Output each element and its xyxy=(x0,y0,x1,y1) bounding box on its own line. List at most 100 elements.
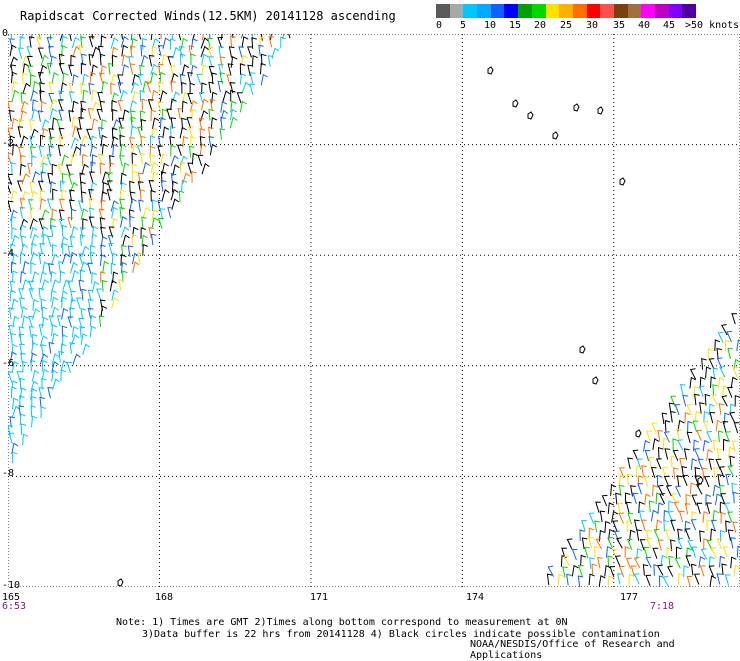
wind-barb xyxy=(37,180,44,192)
wind-barb xyxy=(150,233,157,246)
wind-barb xyxy=(69,189,75,201)
wind-barb xyxy=(696,429,702,441)
wind-barb xyxy=(28,280,35,292)
wind-barb xyxy=(40,54,49,67)
wind-barb xyxy=(30,262,36,274)
wind-barb xyxy=(159,90,168,102)
wind-barb xyxy=(178,190,185,203)
wind-barb xyxy=(708,565,715,577)
wind-barb xyxy=(140,135,146,148)
wind-barb xyxy=(730,376,738,389)
wind-barb xyxy=(128,55,134,68)
wind-barb xyxy=(707,348,714,360)
wind-barb xyxy=(98,72,105,84)
wind-barb xyxy=(651,422,658,434)
wind-barb xyxy=(51,279,60,291)
wind-barb xyxy=(208,108,215,121)
wind-barb xyxy=(59,135,65,148)
wind-barb xyxy=(58,109,64,121)
wind-barb xyxy=(644,475,650,488)
wind-barb xyxy=(150,71,158,84)
wind-barb xyxy=(732,367,739,379)
wind-barb xyxy=(693,448,700,460)
wind-barb xyxy=(170,72,179,85)
wind-barb xyxy=(8,371,14,383)
wind-barb xyxy=(588,537,594,549)
wind-barb xyxy=(581,537,588,549)
wind-barb xyxy=(733,358,740,371)
wind-barb xyxy=(122,162,130,174)
wind-barb xyxy=(230,89,236,102)
wind-barb xyxy=(716,357,723,369)
map-title: Rapidscat Corrected Winds(12.5KM) 201411… xyxy=(20,9,396,23)
wind-barb xyxy=(31,333,38,346)
wind-barb xyxy=(169,136,175,148)
wind-barb xyxy=(98,208,105,220)
island xyxy=(635,429,642,438)
wind-barb xyxy=(29,73,36,86)
wind-barb xyxy=(157,101,164,113)
wind-barb xyxy=(724,339,731,352)
legend-label: 10 xyxy=(484,20,497,31)
wind-barb xyxy=(636,529,642,541)
wind-barb xyxy=(657,447,664,459)
wind-barb xyxy=(118,117,125,129)
grid-lines xyxy=(8,34,740,587)
wind-barb xyxy=(48,45,54,58)
wind-barb xyxy=(42,261,50,274)
wind-barb xyxy=(78,253,85,265)
wind-barb xyxy=(581,520,587,532)
wind-barb xyxy=(22,190,30,203)
wind-barb xyxy=(201,82,207,95)
wind-barb xyxy=(636,548,643,560)
wind-barb xyxy=(674,485,681,497)
lon-label-174: 174 xyxy=(466,592,485,603)
wind-barb xyxy=(202,34,204,41)
wind-barb xyxy=(691,494,698,506)
wind-barb xyxy=(170,98,177,111)
wind-barb xyxy=(170,188,179,201)
wind-barb xyxy=(698,385,705,397)
wind-barb xyxy=(664,529,671,541)
wind-barb xyxy=(101,191,108,203)
wind-barb xyxy=(149,135,156,147)
island xyxy=(592,376,599,385)
wind-barb xyxy=(119,89,128,102)
lat-label-8: -8 xyxy=(2,468,15,479)
wind-barb xyxy=(645,556,652,568)
wind-barb xyxy=(722,421,729,433)
wind-barb xyxy=(38,387,45,399)
wind-barb xyxy=(51,369,59,382)
wind-barb xyxy=(51,208,58,221)
wind-barb xyxy=(112,54,118,67)
wind-barb xyxy=(260,53,267,66)
wind-barb xyxy=(201,64,208,77)
wind-barb xyxy=(693,439,699,452)
wind-barb xyxy=(20,271,27,283)
wind-barb xyxy=(702,510,709,523)
wind-barb xyxy=(82,153,88,166)
wind-barb xyxy=(148,227,154,239)
wind-barb xyxy=(110,73,119,86)
wind-barb xyxy=(91,281,100,293)
wind-barb xyxy=(62,72,69,85)
wind-barb xyxy=(705,366,712,379)
wind-barb xyxy=(71,100,79,113)
wind-barb xyxy=(130,82,139,94)
wind-barb xyxy=(88,197,95,210)
wind-barb xyxy=(615,492,621,505)
wind-barb xyxy=(61,252,71,265)
lat-label-4: -4 xyxy=(2,248,15,259)
wind-barb xyxy=(47,387,53,399)
wind-barb xyxy=(198,91,205,104)
wind-barb xyxy=(190,136,196,148)
wind-barb xyxy=(10,190,18,202)
wind-barb xyxy=(719,366,726,378)
wind-barb xyxy=(58,90,64,102)
wind-barb xyxy=(41,306,48,319)
wind-barb xyxy=(30,34,33,39)
wind-barb xyxy=(30,128,39,140)
wind-barb xyxy=(720,511,727,524)
wind-barb xyxy=(598,529,606,542)
wind-barb xyxy=(160,171,167,183)
